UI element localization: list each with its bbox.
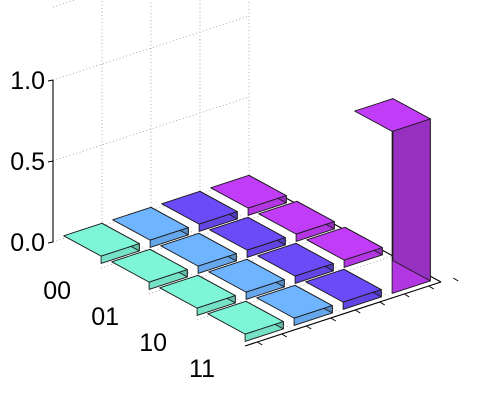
bar-top-face — [305, 268, 382, 303]
column-tick-mark — [403, 293, 410, 298]
bar-11-col2 — [305, 268, 382, 310]
grid-line-z-back — [52, 96, 250, 162]
bar-top-face — [256, 284, 333, 319]
bar-top-face — [207, 300, 284, 335]
column-tick-mark — [354, 309, 361, 314]
bar-01-col0 — [111, 248, 188, 290]
bar-top-face — [257, 242, 334, 277]
bar-top-face — [63, 222, 140, 257]
bar-10-col1 — [208, 258, 285, 300]
bar-00-col2 — [161, 190, 238, 232]
z-tick-mark — [47, 160, 54, 163]
bar-00-col1 — [112, 206, 189, 248]
column-tick-mark — [428, 285, 435, 290]
column-tick-mark — [330, 317, 337, 322]
row-tick-label: 11 — [189, 355, 215, 383]
bar-top-face — [208, 258, 285, 293]
bar-top-face — [209, 216, 286, 251]
bar-01-col3 — [258, 200, 335, 242]
column-tick-mark — [281, 333, 288, 338]
bar-top-face — [354, 98, 431, 132]
column-tick-mark — [379, 301, 386, 306]
column-tick-mark — [305, 325, 312, 330]
bar-01-col1 — [160, 232, 237, 274]
z-tick-label: 1.0 — [10, 67, 45, 95]
row-tick-label: 00 — [43, 277, 71, 305]
row-tick-label: 01 — [91, 303, 119, 331]
grid-line-z-back — [52, 15, 250, 81]
bar-11-col0 — [207, 300, 284, 342]
chart-bars — [63, 98, 431, 342]
z-tick-mark — [47, 241, 54, 244]
z-tick-label: 0.5 — [10, 148, 45, 176]
column-tick-mark — [256, 341, 263, 346]
z-tick-mark — [47, 79, 54, 82]
bar-00-col0 — [63, 222, 140, 264]
chart-tick-labels: 0.0 0.5 1.0 00 01 10 11 — [10, 67, 215, 383]
z-tick-label: 0.0 — [10, 229, 45, 257]
column-axis-line — [244, 281, 442, 347]
bar-top-face — [160, 232, 237, 267]
grid-line-floor-row — [196, 255, 394, 321]
bar-10-col2 — [257, 242, 334, 284]
bar-top-face — [258, 200, 335, 235]
bar-10-col0 — [159, 274, 236, 316]
column-tick-mark — [452, 277, 459, 282]
bar-01-col2 — [209, 216, 286, 258]
bar-top-face — [112, 206, 189, 241]
bar-top-face — [161, 190, 238, 225]
bar-top-face — [111, 248, 188, 283]
bar-00-col3 — [210, 174, 287, 216]
bar-top-face — [210, 174, 287, 209]
bar-top-face — [306, 226, 383, 261]
bar-11-col1 — [256, 284, 333, 326]
row-tick-label: 10 — [139, 329, 167, 357]
bar-10-col3 — [306, 226, 383, 268]
bar-top-face — [159, 274, 236, 309]
bar-11-col3 — [354, 98, 431, 294]
